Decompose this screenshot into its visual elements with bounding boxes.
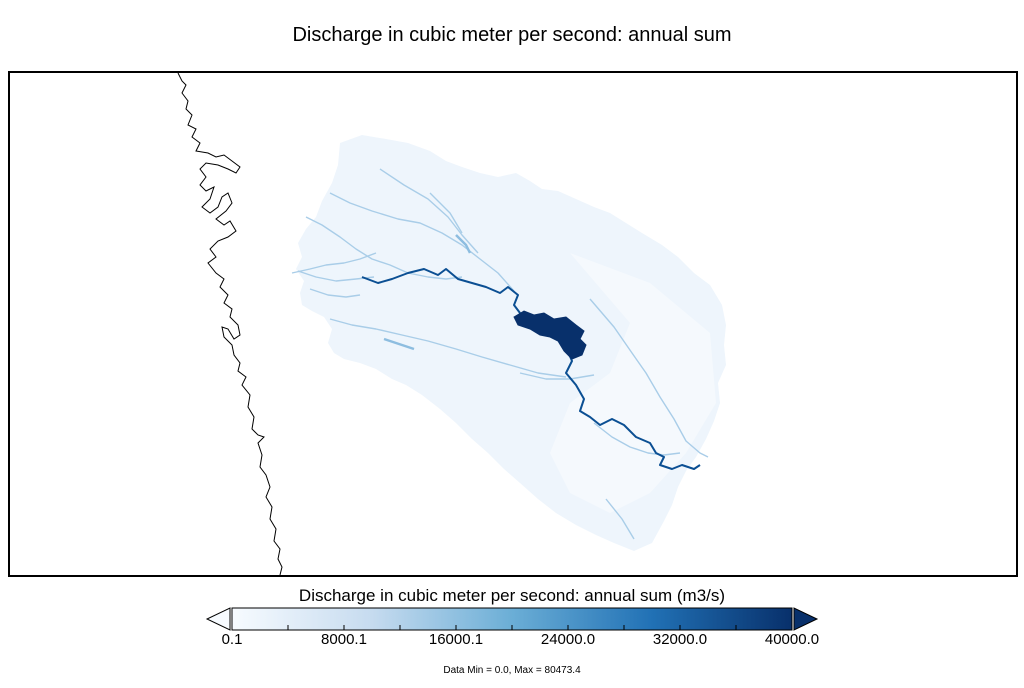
colorbar — [205, 607, 819, 631]
colorbar-tick-label: 8000.1 — [321, 631, 367, 648]
colorbar-ticks — [287, 625, 737, 630]
map-panel — [8, 71, 1018, 577]
data-range-note: Data Min = 0.0, Max = 80473.4 — [443, 665, 581, 676]
colorbar-tick-label: 32000.0 — [652, 631, 708, 648]
reservoir — [513, 310, 587, 360]
colorbar-tick-label: 40000.0 — [764, 631, 820, 648]
colorbar-tick-label: 16000.1 — [428, 631, 484, 648]
colorbar-over-arrow — [793, 607, 819, 631]
colorbar-under-arrow — [205, 607, 231, 631]
colorbar-tick-label: 24000.0 — [540, 631, 596, 648]
map-canvas — [177, 73, 726, 575]
coastline — [177, 73, 283, 575]
map-title: Discharge in cubic meter per second: ann… — [292, 24, 732, 46]
tributaries — [291, 168, 709, 540]
colorbar-tick-label: 0.1 — [221, 631, 243, 648]
colorbar-title: Discharge in cubic meter per second: ann… — [298, 586, 726, 605]
tributary-wide — [383, 234, 472, 351]
